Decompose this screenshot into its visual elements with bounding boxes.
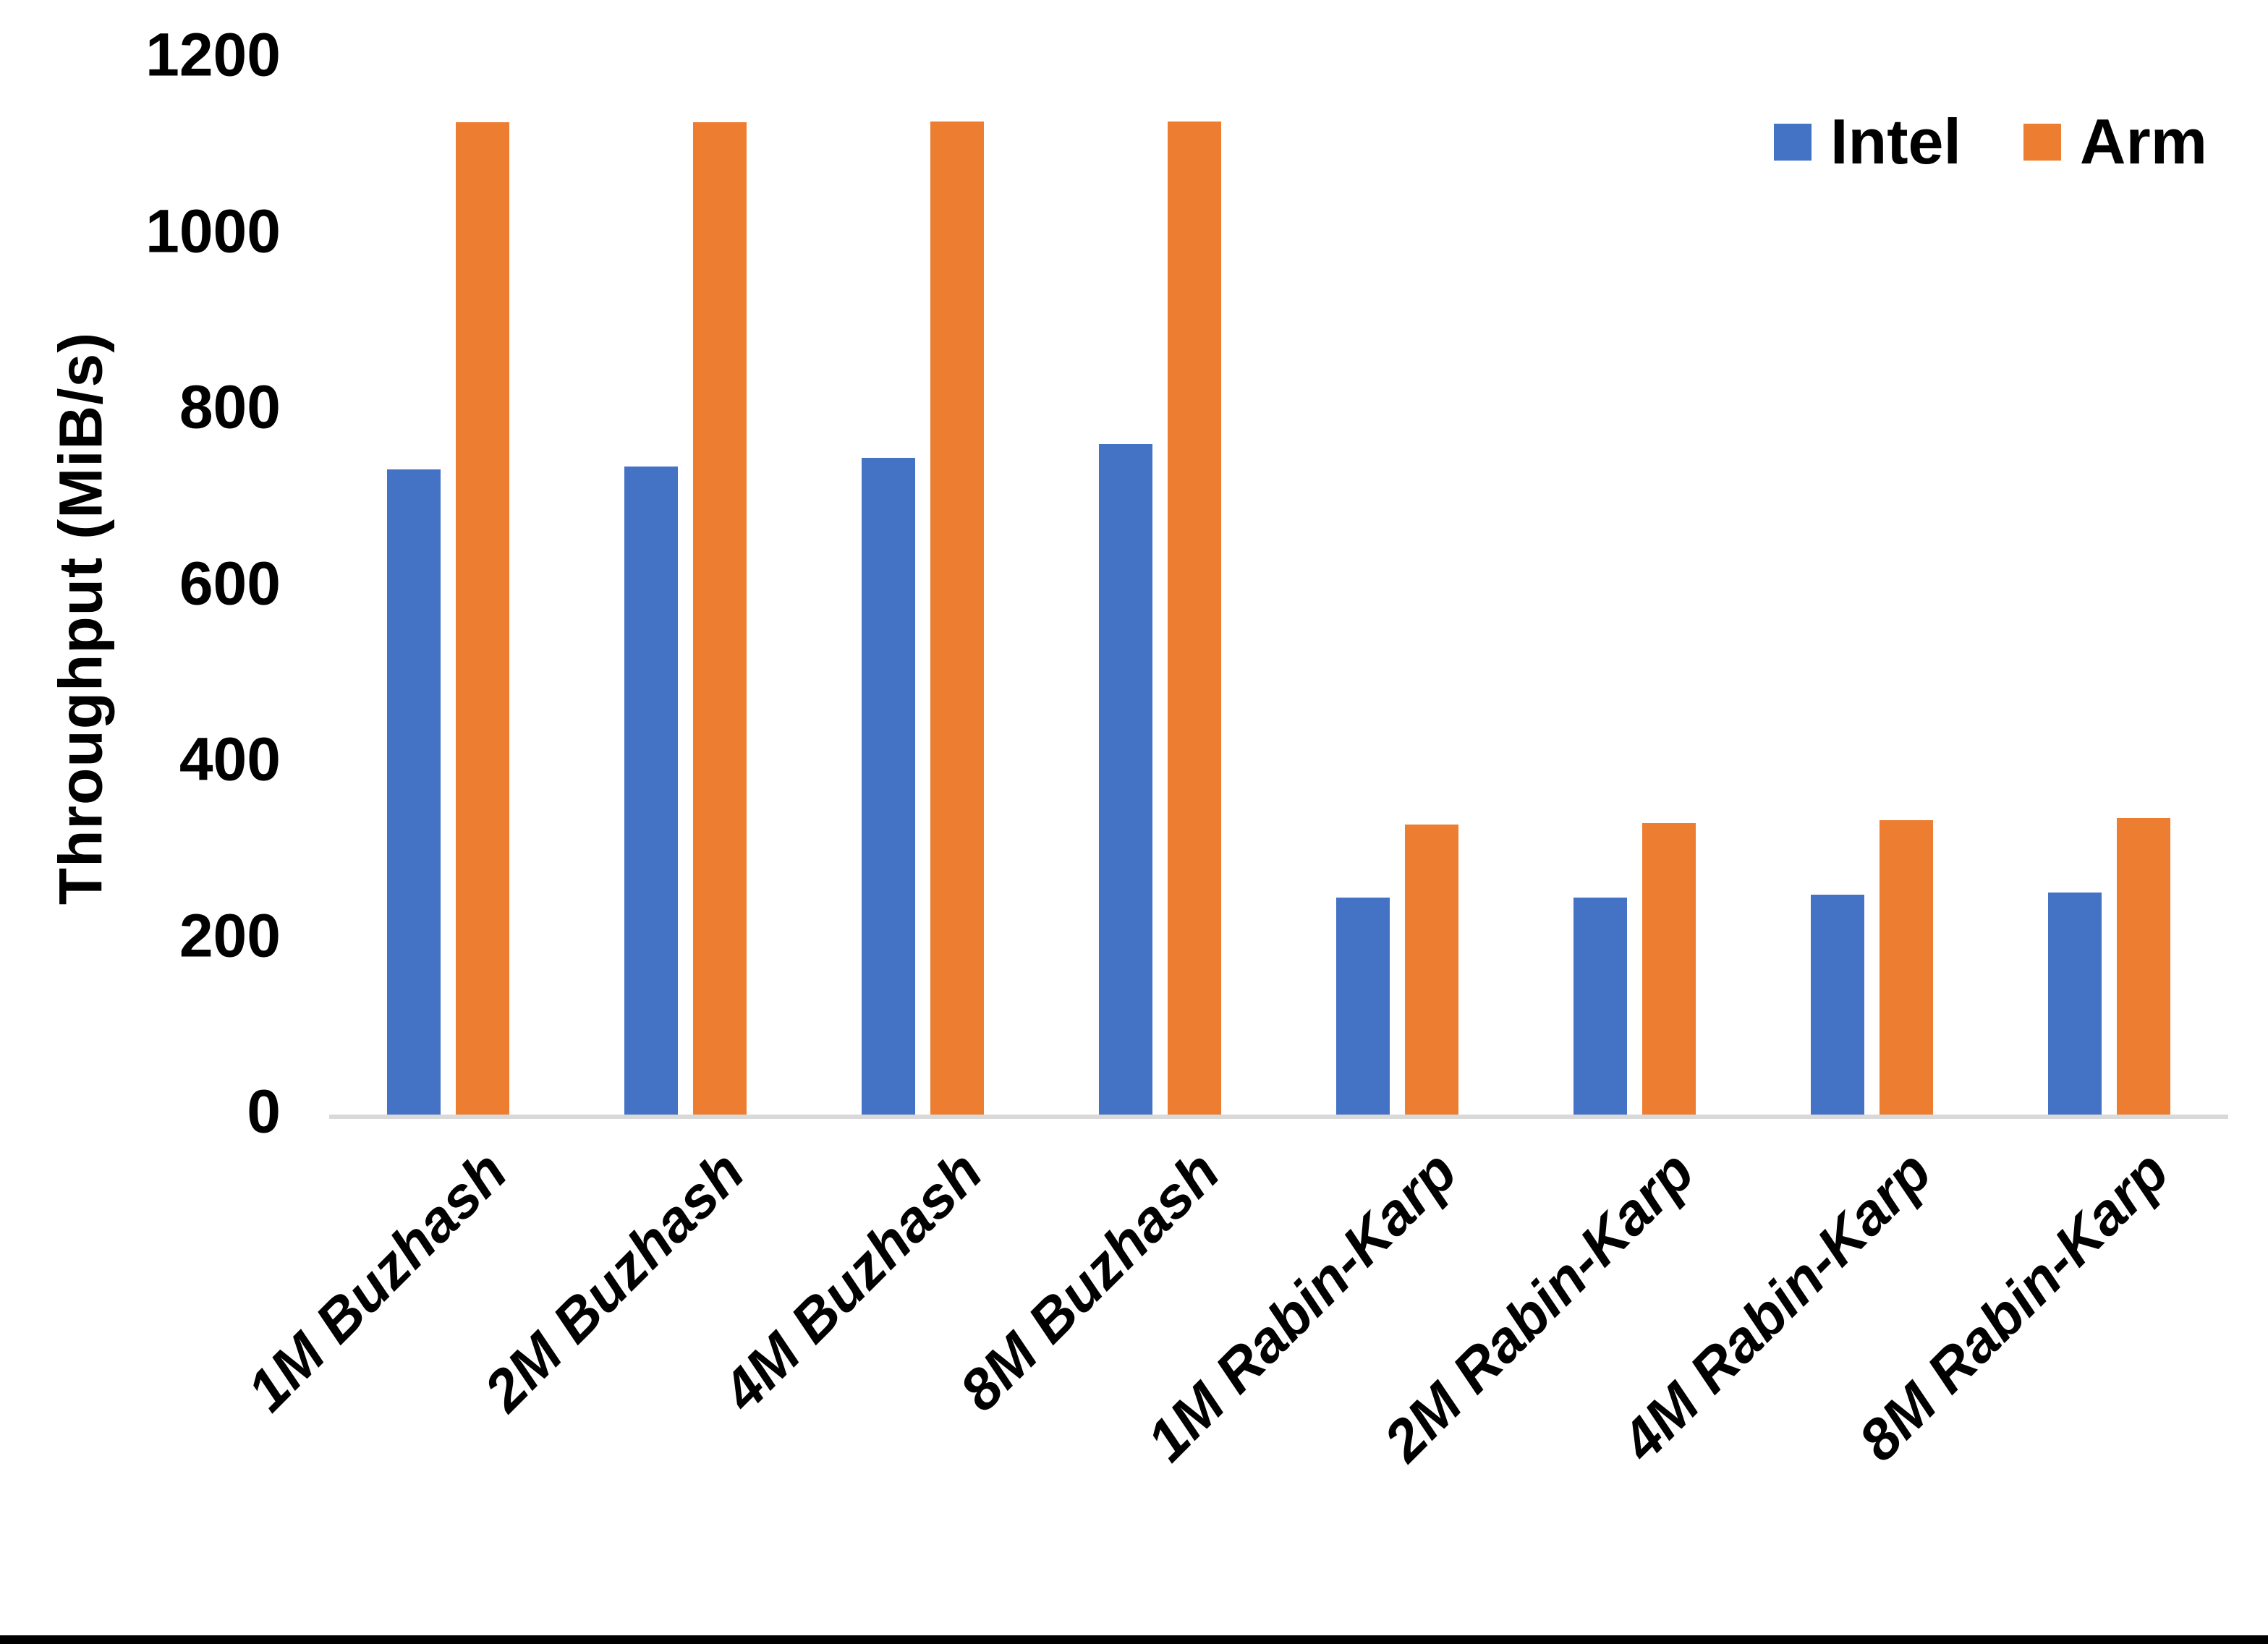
y-tick-label: 0 <box>247 1077 281 1146</box>
y-tick-label: 400 <box>179 725 281 793</box>
legend-item-arm: Arm <box>2023 110 2207 174</box>
intel-series-swatch <box>1774 123 1812 161</box>
bar-arm-1m-buzhash <box>455 122 509 1115</box>
bar-intel-4m-buzhash <box>861 457 915 1115</box>
bar-arm-8m-buzhash <box>1167 121 1221 1115</box>
bar-intel-2m-buzhash <box>624 466 678 1115</box>
bar-arm-8m-rabin-karp <box>2117 817 2171 1115</box>
bar-intel-4m-rabin-karp <box>1811 894 1865 1115</box>
y-tick-label: 1200 <box>145 20 281 89</box>
bar-intel-8m-rabin-karp <box>2048 893 2102 1115</box>
y-axis-title: Throughput (MiB/s) <box>46 331 115 906</box>
legend-item-intel: Intel <box>1774 110 1961 174</box>
x-axis-line <box>329 1115 2228 1119</box>
bar-intel-1m-rabin-karp <box>1336 898 1390 1115</box>
y-tick-label: 1000 <box>145 197 281 265</box>
bar-arm-4m-buzhash <box>930 121 984 1115</box>
y-tick-label: 200 <box>179 901 281 970</box>
legend-label-arm: Arm <box>2079 106 2207 177</box>
bar-arm-4m-rabin-karp <box>1880 820 1934 1115</box>
bar-intel-8m-buzhash <box>1098 444 1152 1115</box>
bottom-border <box>0 1635 2268 1644</box>
bar-arm-2m-buzhash <box>692 122 747 1115</box>
legend: Intel Arm <box>1774 110 2207 174</box>
legend-label-intel: Intel <box>1830 106 1961 177</box>
arm-series-swatch <box>2023 123 2061 161</box>
y-tick-label: 600 <box>179 549 281 618</box>
bar-intel-1m-buzhash <box>386 469 441 1115</box>
bar-arm-1m-rabin-karp <box>1405 825 1459 1115</box>
y-tick-label: 800 <box>179 372 281 441</box>
bar-intel-2m-rabin-karp <box>1573 898 1628 1115</box>
bar-arm-2m-rabin-karp <box>1642 823 1696 1115</box>
